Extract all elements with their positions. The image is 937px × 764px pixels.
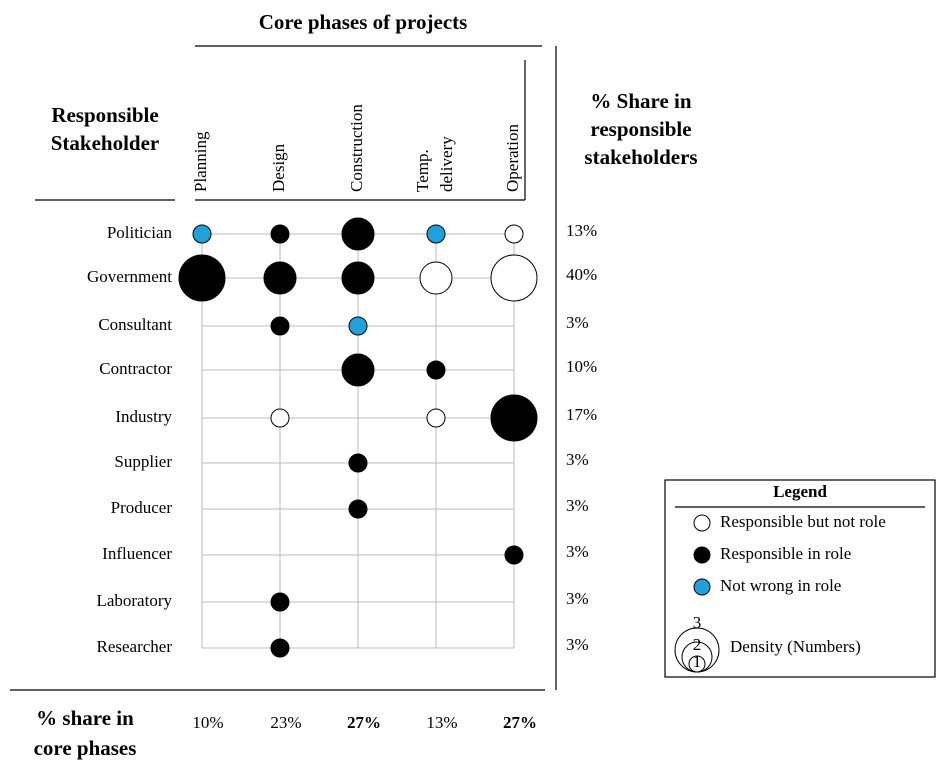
phase-label: Temp. bbox=[413, 149, 432, 192]
title: Core phases of projects bbox=[259, 10, 468, 34]
bubble bbox=[426, 224, 446, 244]
bubble bbox=[419, 261, 453, 295]
phase-label: Design bbox=[269, 143, 288, 192]
bubble bbox=[270, 316, 290, 336]
phase-share: 13% bbox=[426, 713, 457, 732]
bubble bbox=[490, 254, 538, 302]
phase-share-header: core phases bbox=[34, 736, 137, 760]
bubble bbox=[192, 224, 212, 244]
bubble bbox=[426, 408, 446, 428]
bubble bbox=[341, 353, 375, 387]
phase-share: 10% bbox=[192, 713, 223, 732]
phase-share: 27% bbox=[347, 713, 381, 732]
phase-share-header: % share in bbox=[36, 706, 134, 730]
share-header: responsible bbox=[590, 117, 691, 141]
legend-label: Responsible in role bbox=[720, 544, 851, 563]
stakeholder-share: 3% bbox=[566, 496, 589, 515]
bubble bbox=[348, 316, 368, 336]
bubble bbox=[504, 224, 524, 244]
stakeholder-name: Politician bbox=[107, 223, 173, 242]
stakeholder-name: Researcher bbox=[96, 637, 172, 656]
stakeholder-share: 3% bbox=[566, 450, 589, 469]
stakeholder-share: 10% bbox=[566, 357, 597, 376]
density-label: Density (Numbers) bbox=[730, 637, 861, 656]
stakeholder-name: Influencer bbox=[102, 544, 172, 563]
bubble bbox=[504, 545, 524, 565]
share-header: stakeholders bbox=[584, 145, 697, 169]
phase-share: 27% bbox=[503, 713, 537, 732]
bubble bbox=[270, 408, 290, 428]
stakeholder-share: 3% bbox=[566, 589, 589, 608]
legend-title: Legend bbox=[773, 482, 827, 501]
stakeholder-share: 40% bbox=[566, 265, 597, 284]
density-number: 3 bbox=[693, 613, 702, 632]
stakeholder-share: 13% bbox=[566, 221, 597, 240]
density-number: 1 bbox=[693, 652, 702, 671]
share-header: % Share in bbox=[590, 89, 691, 113]
legend-swatch bbox=[693, 546, 711, 564]
legend-label: Responsible but not role bbox=[720, 512, 886, 531]
phase-share: 23% bbox=[270, 713, 301, 732]
phase-label: delivery bbox=[437, 136, 456, 192]
stakeholder-share: 3% bbox=[566, 542, 589, 561]
phase-label: Operation bbox=[503, 124, 522, 192]
stakeholder-share: 17% bbox=[566, 405, 597, 424]
stakeholder-name: Industry bbox=[115, 407, 172, 426]
stakeholder-share: 3% bbox=[566, 313, 589, 332]
bubble bbox=[341, 217, 375, 251]
bubble bbox=[490, 394, 538, 442]
stakeholder-name: Producer bbox=[111, 498, 173, 517]
bubble bbox=[348, 453, 368, 473]
phase-label: Planning bbox=[191, 131, 210, 192]
legend-swatch bbox=[693, 578, 711, 596]
density-circle bbox=[688, 655, 706, 673]
bubble bbox=[341, 261, 375, 295]
stakeholder-name: Consultant bbox=[98, 315, 172, 334]
bubble bbox=[426, 360, 446, 380]
bubble bbox=[270, 592, 290, 612]
legend-label: Not wrong in role bbox=[720, 576, 841, 595]
stakeholder-name: Contractor bbox=[99, 359, 172, 378]
bubble bbox=[178, 254, 226, 302]
stakeholder-name: Supplier bbox=[114, 452, 172, 471]
bubble bbox=[270, 224, 290, 244]
density-number: 2 bbox=[693, 635, 702, 654]
stakeholder-name: Government bbox=[87, 267, 172, 286]
legend-swatch bbox=[693, 514, 711, 532]
bubble bbox=[263, 261, 297, 295]
bubble bbox=[270, 638, 290, 658]
stakeholder-name: Laboratory bbox=[96, 591, 172, 610]
phase-label: Construction bbox=[347, 104, 366, 192]
row-header: Stakeholder bbox=[51, 131, 160, 155]
stakeholder-share: 3% bbox=[566, 635, 589, 654]
row-header: Responsible bbox=[51, 103, 158, 127]
bubble bbox=[348, 499, 368, 519]
